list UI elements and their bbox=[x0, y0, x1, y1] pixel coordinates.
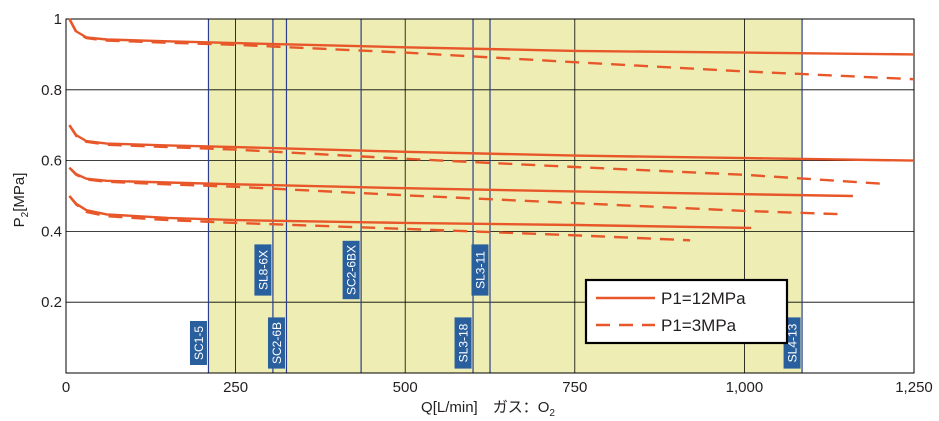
regulator-label-box bbox=[189, 321, 207, 365]
legend-label-solid: P1=12MPa bbox=[661, 289, 746, 308]
regulator-label-box bbox=[454, 317, 472, 369]
y-tick-label: 0.8 bbox=[41, 82, 62, 99]
x-tick-label: 1,000 bbox=[726, 379, 764, 396]
y-tick-label: 1 bbox=[54, 11, 62, 28]
p1-3mpa-curve bbox=[68, 124, 881, 185]
y-tick-label: 0.2 bbox=[41, 294, 62, 311]
regulator-label-text: SL3-18 bbox=[457, 323, 471, 362]
x-tick-label: 250 bbox=[223, 379, 248, 396]
plot-frame bbox=[65, 18, 915, 374]
legend: P1=12MPa P1=3MPa bbox=[584, 278, 789, 345]
y-label-sub: 2 bbox=[20, 211, 31, 217]
regulator-label-text: SL4-13 bbox=[786, 323, 800, 362]
y-tick-label: 0.6 bbox=[41, 153, 62, 170]
data-curves bbox=[68, 18, 915, 242]
regulator-label-text: SC1-5 bbox=[192, 326, 206, 360]
p1-12mpa-curve bbox=[68, 18, 915, 56]
p1-12mpa-curve bbox=[68, 166, 853, 198]
regulator-label-box bbox=[342, 240, 360, 300]
x-tick-label: 0 bbox=[62, 379, 70, 396]
regulator-label: SC1-5 bbox=[189, 321, 207, 365]
y-tick-labels: 0.2 0.4 0.6 0.8 1 bbox=[41, 11, 62, 311]
p1-12mpa-curve bbox=[68, 124, 915, 162]
regulator-label-text: SC2-6B bbox=[270, 322, 284, 364]
x-axis-label: Q[L/min] ガス：O2 bbox=[421, 399, 555, 419]
regulator-label-box bbox=[267, 317, 285, 369]
regulator-labels: SC1-5 SL8-6X SC2-6B SC2-6BX SL3-18 SL3-11 SL4-… bbox=[189, 240, 801, 369]
x-tick-label: 1,250 bbox=[895, 379, 933, 396]
y-label-unit: [MPa] bbox=[11, 173, 28, 212]
regulator-label: SC2-6BX bbox=[342, 240, 360, 300]
x-label-sub: 2 bbox=[549, 408, 555, 419]
regulator-label-box bbox=[254, 244, 272, 296]
y-tick-label: 0.4 bbox=[41, 223, 62, 240]
p1-3mpa-curve bbox=[68, 18, 915, 81]
regulator-label-text: SL3-11 bbox=[474, 251, 488, 289]
regulator-label: SL8-6X bbox=[254, 244, 272, 296]
y-axis-label: P2[MPa] bbox=[11, 173, 31, 228]
y-label-main: P bbox=[11, 217, 28, 227]
legend-box bbox=[584, 278, 789, 345]
regulator-label-text: SL8-6X bbox=[256, 250, 270, 290]
legend-label-dashed: P1=3MPa bbox=[661, 316, 737, 335]
regulator-label-box bbox=[471, 244, 489, 296]
regulator-label-text: SC2-6BX bbox=[345, 245, 359, 295]
regulator-lines bbox=[207, 19, 803, 373]
regulator-label: SL3-18 bbox=[454, 317, 472, 369]
p1-12mpa-curve bbox=[68, 195, 752, 230]
x-label-main: Q[L/min] ガス：O bbox=[421, 399, 549, 416]
x-tick-labels: 0 250 500 750 1,000 1,250 bbox=[62, 379, 933, 396]
regulator-label: SC2-6B bbox=[267, 317, 285, 369]
x-tick-label: 500 bbox=[393, 379, 418, 396]
p1-3mpa-curve bbox=[68, 195, 691, 242]
regulator-label: SL3-11 bbox=[471, 244, 489, 296]
x-tick-label: 750 bbox=[562, 379, 587, 396]
